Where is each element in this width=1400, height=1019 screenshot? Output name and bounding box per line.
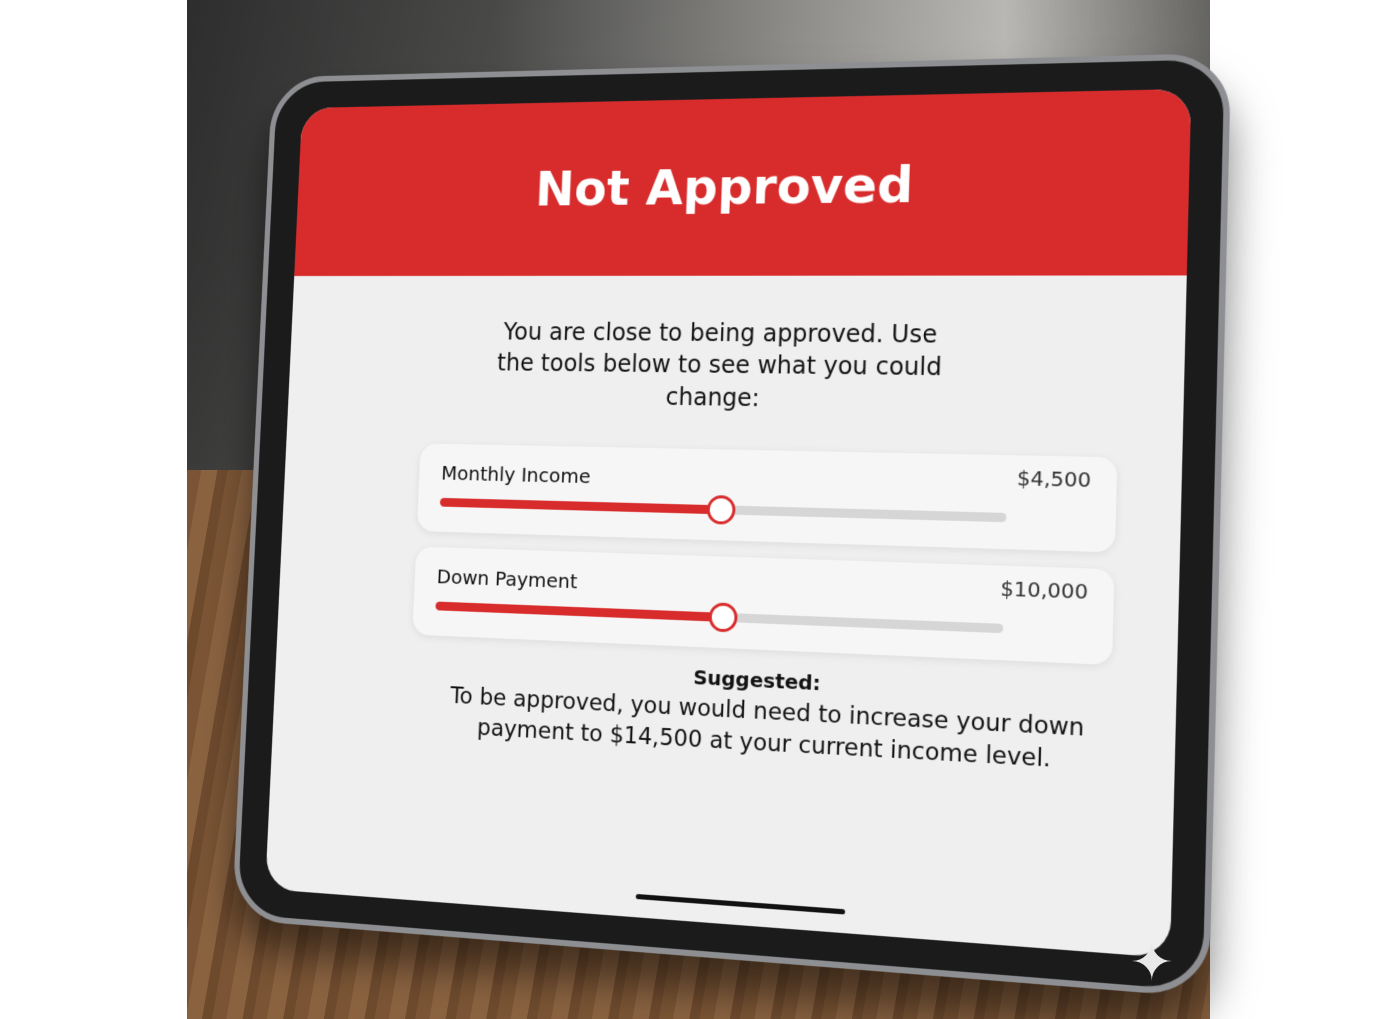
down-payment-slider[interactable] [435, 601, 1004, 634]
slider-value: $4,500 [1016, 465, 1092, 493]
slider-value: $10,000 [1000, 576, 1089, 605]
intro-text: You are close to being approved. Use the… [496, 318, 943, 412]
slider-fill [435, 601, 722, 622]
home-indicator[interactable] [635, 893, 845, 915]
page-title: Not Approved [534, 155, 915, 218]
slider-label: Monthly Income [440, 461, 592, 489]
slider-fill [439, 498, 720, 515]
sparkle-icon: ✦ [1130, 933, 1174, 993]
slider-thumb[interactable] [706, 495, 736, 525]
down-payment-card: Down Payment $10,000 [412, 546, 1115, 666]
slider-thumb[interactable] [707, 602, 738, 633]
suggestion: Suggested: To be approved, you would nee… [408, 652, 1133, 781]
monthly-income-slider[interactable] [439, 495, 1007, 525]
tablet: Not Approved You are close to being appr… [231, 52, 1232, 998]
tablet-screen: Not Approved You are close to being appr… [265, 88, 1192, 959]
status-header: Not Approved [294, 88, 1192, 277]
monthly-income-card: Monthly Income $4,500 [416, 443, 1118, 553]
